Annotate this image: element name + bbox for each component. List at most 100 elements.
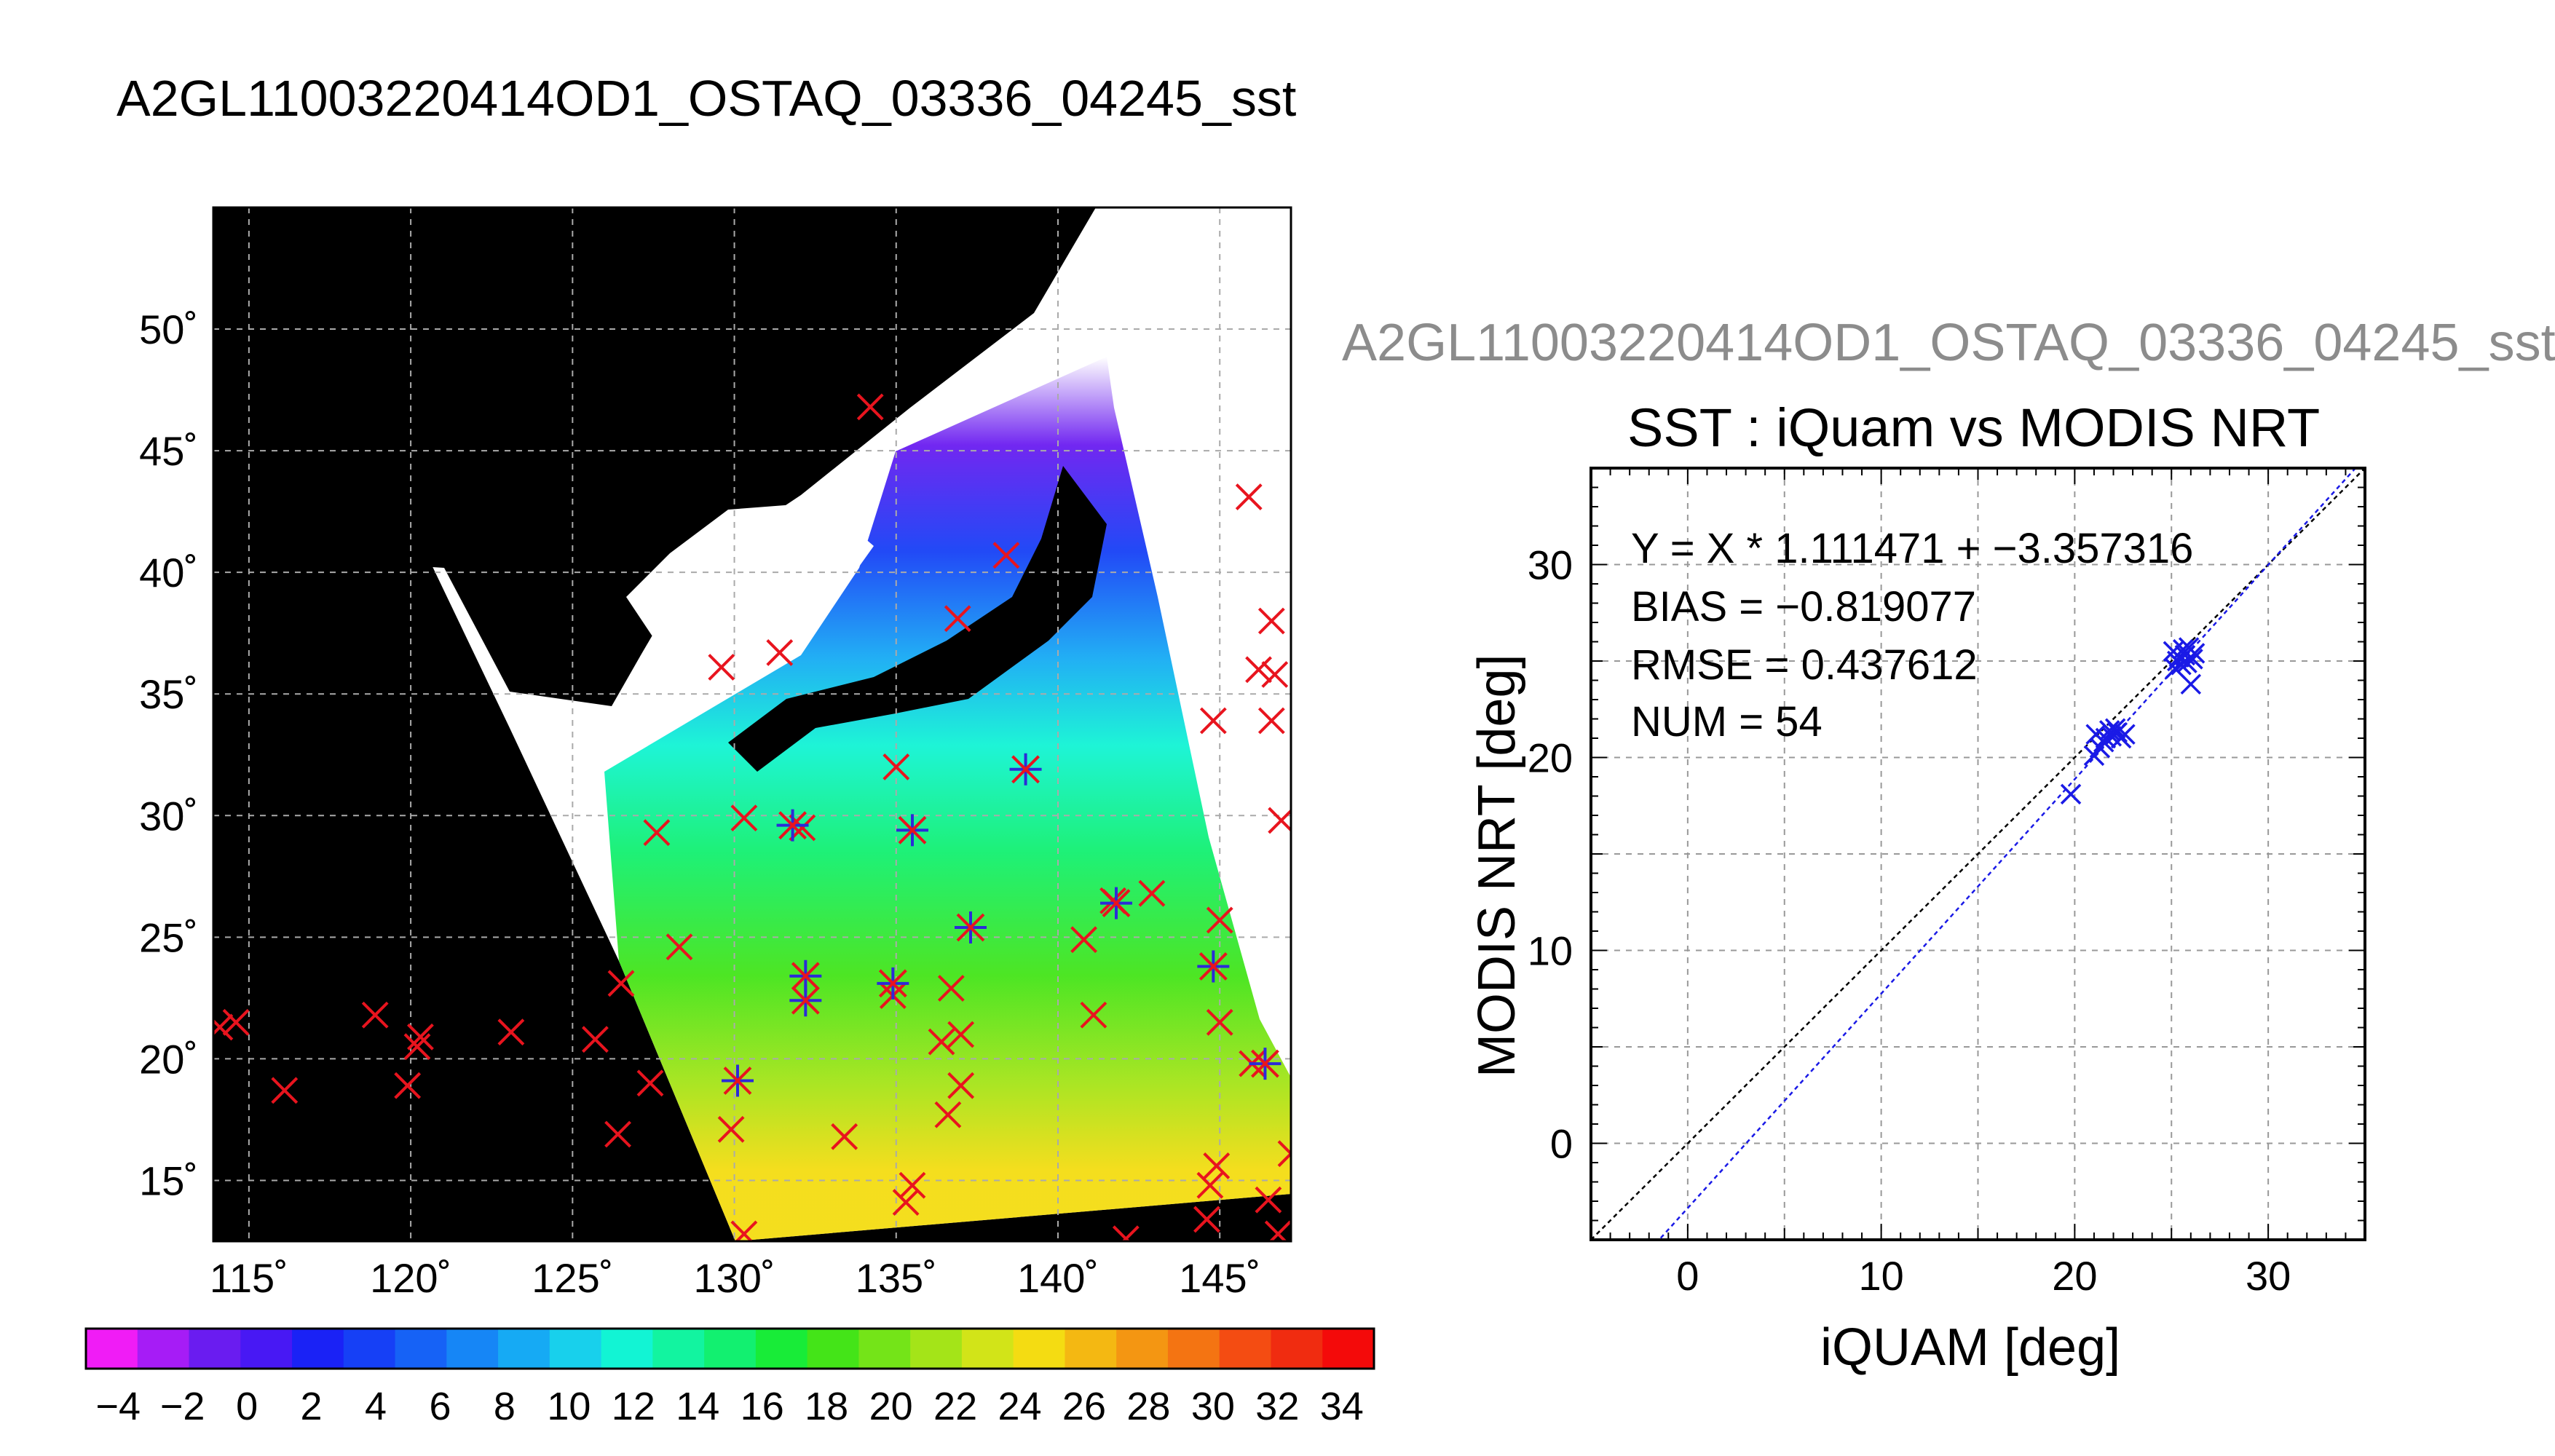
iquam-marker bbox=[1193, 1206, 1220, 1233]
iquam-marker bbox=[1203, 1152, 1231, 1179]
iquam-marker bbox=[947, 1072, 975, 1099]
scatter-file-title: A2GL11003220414OD1_OSTAQ_03336_04245_sst bbox=[1342, 314, 2555, 372]
map-x-tick-label: 115˚ bbox=[210, 1255, 288, 1301]
colorbar-tick-label: −2 bbox=[160, 1385, 205, 1428]
colorbar-tick-label: 12 bbox=[612, 1385, 655, 1428]
colorbar-swatch bbox=[601, 1329, 653, 1369]
iquam-marker bbox=[394, 1072, 422, 1099]
colorbar-tick-label: 30 bbox=[1191, 1385, 1235, 1428]
iquam-marker bbox=[1245, 656, 1272, 684]
colorbar-swatch bbox=[1116, 1329, 1169, 1369]
matchup-marker bbox=[1198, 952, 1228, 981]
scatter-point bbox=[2104, 718, 2126, 739]
map-frame bbox=[212, 206, 1292, 1243]
colorbar-swatch bbox=[240, 1329, 293, 1369]
colorbar-swatch bbox=[1271, 1329, 1323, 1369]
iquam-marker bbox=[1277, 1140, 1291, 1156]
iquam-marker bbox=[1257, 707, 1285, 735]
bias-label: BIAS = −0.819077 bbox=[1631, 583, 1977, 630]
iquam-marker bbox=[899, 1171, 926, 1199]
map-x-tick-label: 120˚ bbox=[370, 1255, 451, 1301]
iquam-marker bbox=[403, 1033, 431, 1061]
scatter-y-tick-label: 30 bbox=[1528, 542, 1573, 588]
scatter-point bbox=[2172, 638, 2194, 660]
colorbar-swatch bbox=[395, 1329, 447, 1369]
iquam-marker bbox=[1277, 1151, 1291, 1168]
colorbar-swatch bbox=[1322, 1329, 1375, 1369]
iquam-marker bbox=[1070, 926, 1097, 954]
scatter-title: SST : iQuam vs MODIS NRT bbox=[1627, 397, 2321, 458]
scatter-lines bbox=[1591, 468, 2365, 1240]
colorbar-frame bbox=[84, 1327, 1375, 1370]
map-y-tick-label: 15˚ bbox=[139, 1158, 198, 1203]
colorbar-tick-label: 2 bbox=[301, 1385, 323, 1428]
colorbar-tick-label: −4 bbox=[95, 1385, 141, 1428]
iquam-marker bbox=[1199, 707, 1227, 735]
colorbar-swatch bbox=[1167, 1329, 1220, 1369]
iquam-marker bbox=[717, 1115, 745, 1143]
fit-equation: Y = X * 1.111471 + −3.357316 bbox=[1631, 525, 2194, 572]
scatter-x-tick-label: 30 bbox=[2246, 1253, 2291, 1299]
iquam-marker bbox=[1138, 879, 1166, 907]
colorbar-tick-label: 6 bbox=[429, 1385, 451, 1428]
colorbar-tick-label: 10 bbox=[547, 1385, 591, 1428]
iquam-marker bbox=[730, 804, 758, 832]
colorbar: −4 −2 0 2 4 6 8 10 12 14 16 18 20 22 24 26 28 30 32 34 bbox=[84, 1327, 1375, 1428]
iquam-marker bbox=[735, 1220, 758, 1241]
colorbar-swatch bbox=[292, 1329, 344, 1369]
colorbar-tick-label: 34 bbox=[1320, 1385, 1364, 1428]
map-ticks: 115˚ 120˚ 125˚ 130˚ 135˚ 140˚ 145˚ 50˚ 45˚ 40˚ 35˚… bbox=[139, 306, 1260, 1301]
iquam-marker bbox=[947, 1021, 975, 1048]
scatter-x-tick-label: 20 bbox=[2052, 1253, 2097, 1299]
matchup-marker bbox=[1102, 889, 1131, 917]
scatter-point bbox=[2165, 658, 2186, 679]
colorbar-swatch bbox=[807, 1329, 859, 1369]
matchup-marker bbox=[791, 986, 820, 1015]
matchup-marker bbox=[723, 1067, 752, 1095]
colorbar-tick-label: 24 bbox=[998, 1385, 1041, 1428]
identity-line bbox=[1591, 468, 2365, 1240]
map-y-tick-label: 20˚ bbox=[139, 1036, 198, 1082]
map-y-tick-label: 50˚ bbox=[139, 306, 198, 352]
iquam-marker bbox=[222, 1008, 250, 1036]
colorbar-tick-label: 22 bbox=[933, 1385, 977, 1428]
map-y-tick-label: 45˚ bbox=[139, 428, 198, 474]
colorbar-tick-label: 4 bbox=[365, 1385, 387, 1428]
iquam-marker bbox=[992, 542, 1020, 569]
matchup-marker bbox=[791, 962, 820, 991]
iquam-marker bbox=[1261, 661, 1289, 688]
colorbar-swatch bbox=[1013, 1329, 1065, 1369]
iquam-marker bbox=[1080, 1001, 1107, 1029]
scatter-point bbox=[2114, 724, 2136, 745]
colorbar-tick-label: 16 bbox=[741, 1385, 784, 1428]
scatter-y-tick-label: 20 bbox=[1528, 735, 1573, 781]
iquam-marker bbox=[407, 1023, 434, 1051]
iquam-marker bbox=[604, 1120, 631, 1148]
map-x-tick-label: 135˚ bbox=[856, 1255, 937, 1301]
scatter-point bbox=[2182, 649, 2203, 670]
y-axis-label: MODIS NRT [deg] bbox=[1468, 654, 1526, 1077]
colorbar-swatch bbox=[86, 1329, 138, 1369]
colorbar-swatch bbox=[961, 1329, 1014, 1369]
map-y-tick-label: 30˚ bbox=[139, 793, 198, 839]
map-markers bbox=[213, 393, 1291, 1241]
iquam-marker bbox=[1268, 1220, 1291, 1241]
scatter-point bbox=[2106, 721, 2128, 743]
iquam-marker bbox=[831, 1123, 858, 1150]
colorbar-swatch bbox=[704, 1329, 757, 1369]
colorbar-swatch bbox=[755, 1329, 808, 1369]
scatter-x-tick-label: 0 bbox=[1676, 1253, 1699, 1299]
iquam-marker bbox=[708, 654, 735, 681]
iquam-marker bbox=[1268, 808, 1291, 834]
map-x-tick-label: 125˚ bbox=[532, 1255, 613, 1301]
colorbar-tick-label: 26 bbox=[1062, 1385, 1106, 1428]
iquam-marker bbox=[766, 639, 794, 666]
colorbar-swatch bbox=[137, 1329, 190, 1369]
scatter-points bbox=[2060, 637, 2205, 805]
colorbar-tick-label: 14 bbox=[676, 1385, 719, 1428]
iquam-marker bbox=[944, 605, 971, 633]
iquam-marker bbox=[1255, 1186, 1282, 1214]
matchup-marker bbox=[956, 913, 985, 942]
